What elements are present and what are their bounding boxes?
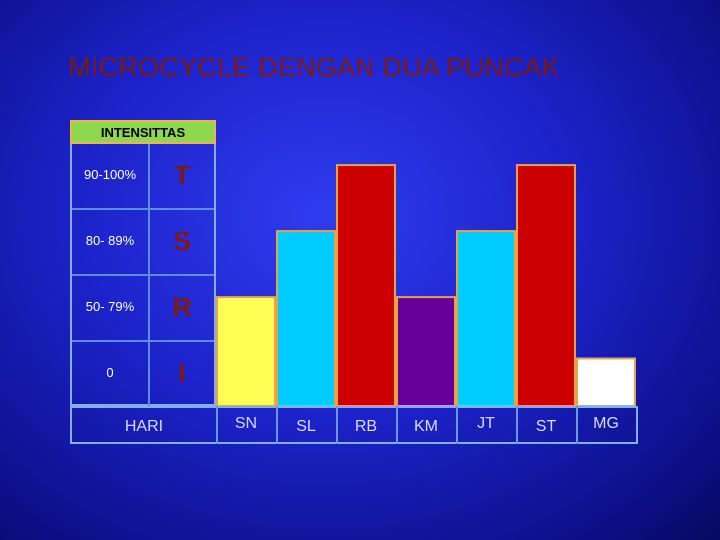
x-axis-divider [396,406,398,444]
x-axis-divider [276,406,278,444]
x-label-sn: SN [234,415,258,432]
level-letter-r: R [172,292,192,322]
x-label-st: ST [535,418,557,435]
x-label-jt: JT [477,415,495,432]
x-axis-divider [336,406,338,444]
x-axis-title: HARI [124,418,164,435]
level-letter-s: S [172,226,191,256]
range-label-i: 0 [106,365,114,380]
x-label-km: KM [414,418,438,435]
bar-km [396,296,456,408]
bar-sn [216,296,276,408]
level-letter-t: T [173,160,191,190]
x-label-sl: SL [296,418,316,435]
x-axis-divider [576,406,578,444]
intensity-header: INTENSITTAS [70,120,216,144]
intensity-table [70,144,216,406]
range-label-r: 50- 79% [85,299,135,314]
table-row-divider [72,340,214,342]
x-axis-row [70,406,638,444]
range-label-s: 80- 89% [85,233,135,248]
bar-rb [336,164,396,407]
bar-jt [456,230,516,407]
bar-sl [276,230,336,407]
chart-title: MICROCYCLE DENGAN DUA PUNCAK [68,52,560,82]
level-letter-i: I [178,358,186,388]
range-label-t: 90-100% [83,167,137,182]
x-axis-divider [516,406,518,444]
x-axis-divider [216,406,218,444]
bar-mg [576,357,636,408]
x-label-mg: MG [593,415,619,432]
x-label-rb: RB [354,418,378,435]
table-row-divider [72,208,214,210]
bar-st [516,164,576,407]
table-row-divider [72,274,214,276]
x-axis-divider [456,406,458,444]
